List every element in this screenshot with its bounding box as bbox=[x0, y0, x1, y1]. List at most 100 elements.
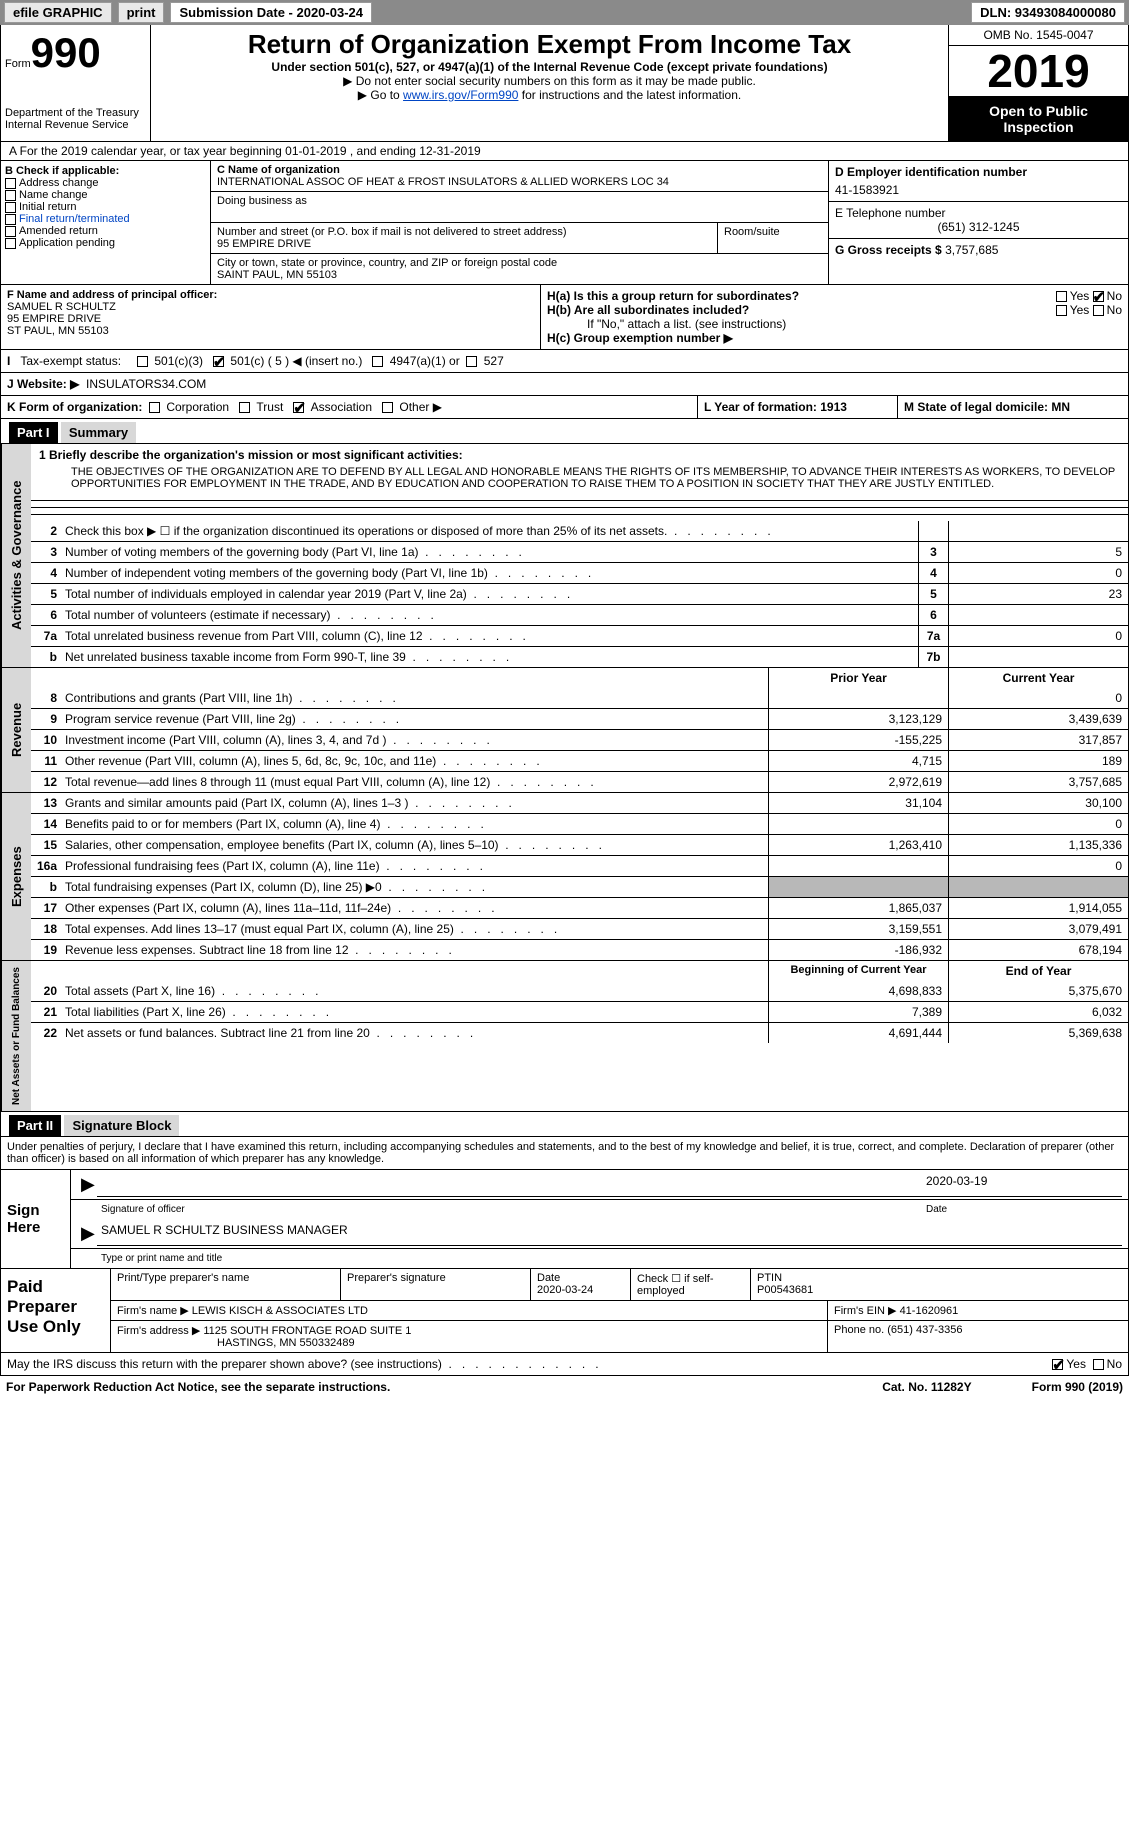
officer-addr1: 95 EMPIRE DRIVE bbox=[7, 313, 534, 325]
check-address[interactable] bbox=[5, 178, 16, 189]
paid-preparer: Paid Preparer Use Only Print/Type prepar… bbox=[0, 1269, 1129, 1353]
check-amended[interactable] bbox=[5, 226, 16, 237]
k-assoc[interactable] bbox=[293, 402, 304, 413]
firm-phone: (651) 437-3356 bbox=[887, 1324, 962, 1336]
topbar: efile GRAPHIC print Submission Date - 20… bbox=[0, 0, 1129, 25]
dln-label: DLN: 93493084000080 bbox=[971, 2, 1125, 23]
k-corp[interactable] bbox=[149, 402, 160, 413]
org-name: INTERNATIONAL ASSOC OF HEAT & FROST INSU… bbox=[217, 176, 822, 188]
room-lbl: Room/suite bbox=[718, 223, 828, 253]
check-pending[interactable] bbox=[5, 238, 16, 249]
part1-title: Summary bbox=[61, 422, 136, 443]
firm-addr2: HASTINGS, MN 550332489 bbox=[217, 1337, 355, 1349]
ein-lbl: Firm's EIN ▶ bbox=[834, 1305, 897, 1317]
paid-hdr: Paid Preparer Use Only bbox=[1, 1269, 111, 1352]
street-address: 95 EMPIRE DRIVE bbox=[217, 238, 711, 250]
hdr-current: Current Year bbox=[948, 668, 1128, 688]
note-ssn: ▶ Do not enter social security numbers o… bbox=[161, 74, 938, 88]
data-line: 8Contributions and grants (Part VIII, li… bbox=[31, 688, 1128, 708]
omb-number: OMB No. 1545-0047 bbox=[949, 25, 1128, 46]
pp-col-sig: Preparer's signature bbox=[341, 1269, 531, 1300]
c-name-lbl: C Name of organization bbox=[217, 164, 822, 176]
i-527[interactable] bbox=[466, 356, 477, 367]
i-4947[interactable] bbox=[372, 356, 383, 367]
vtab-exp: Expenses bbox=[1, 793, 31, 960]
paperwork: For Paperwork Reduction Act Notice, see … bbox=[6, 1380, 390, 1394]
firm-phone-lbl: Phone no. bbox=[834, 1324, 884, 1336]
b-item-3: Final return/terminated bbox=[19, 213, 130, 225]
yes-3: Yes bbox=[1066, 1357, 1086, 1371]
data-line: 21Total liabilities (Part X, line 26)7,3… bbox=[31, 1001, 1128, 1022]
gov-section: Activities & Governance 1 Briefly descri… bbox=[0, 444, 1129, 668]
g-lbl: G Gross receipts $ bbox=[835, 243, 942, 257]
bcdefg-block: B Check if applicable: Address change Na… bbox=[0, 161, 1129, 285]
b-item-5: Application pending bbox=[19, 237, 115, 249]
form-header: Form990 Department of the Treasury Inter… bbox=[0, 25, 1129, 142]
data-line: 12Total revenue—add lines 8 through 11 (… bbox=[31, 771, 1128, 792]
sig-date: 2020-03-19 bbox=[922, 1172, 1122, 1197]
check-final[interactable] bbox=[5, 214, 16, 225]
a-row: A For the 2019 calendar year, or tax yea… bbox=[0, 142, 1129, 161]
gov-line: bNet unrelated business taxable income f… bbox=[31, 646, 1128, 667]
i-501c3[interactable] bbox=[137, 356, 148, 367]
hb-yes[interactable] bbox=[1056, 305, 1067, 316]
d-lbl: D Employer identification number bbox=[835, 165, 1122, 179]
irs-no[interactable] bbox=[1093, 1359, 1104, 1370]
phone-value: (651) 312-1245 bbox=[835, 220, 1122, 234]
dba-lbl: Doing business as bbox=[217, 195, 822, 207]
no-1: No bbox=[1107, 289, 1122, 303]
gov-line: 4Number of independent voting members of… bbox=[31, 562, 1128, 583]
hb-no[interactable] bbox=[1093, 305, 1104, 316]
yes-2: Yes bbox=[1070, 303, 1090, 317]
sig-block: Under penalties of perjury, I declare th… bbox=[0, 1137, 1129, 1269]
gov-line: 2Check this box ▶ ☐ if the organization … bbox=[31, 521, 1128, 541]
sig-officer-lbl: Signature of officer bbox=[97, 1202, 922, 1217]
footer: For Paperwork Reduction Act Notice, see … bbox=[0, 1376, 1129, 1398]
part2-title: Signature Block bbox=[64, 1115, 179, 1136]
j-lbl: J Website: ▶ bbox=[7, 377, 79, 391]
k-opt-2: Association bbox=[311, 400, 372, 414]
j-row: J Website: ▶ INSULATORS34.COM bbox=[0, 373, 1129, 396]
exp-section: Expenses 13Grants and similar amounts pa… bbox=[0, 793, 1129, 961]
firm-addr: 1125 SOUTH FRONTAGE ROAD SUITE 1 bbox=[203, 1325, 411, 1337]
yes-1: Yes bbox=[1070, 289, 1090, 303]
data-line: 16aProfessional fundraising fees (Part I… bbox=[31, 855, 1128, 876]
pp-date: 2020-03-24 bbox=[537, 1284, 593, 1296]
hdr-beg: Beginning of Current Year bbox=[768, 961, 948, 981]
form-title: Return of Organization Exempt From Incom… bbox=[161, 29, 938, 60]
gov-line: 7aTotal unrelated business revenue from … bbox=[31, 625, 1128, 646]
efile-label: efile GRAPHIC bbox=[4, 2, 112, 23]
sig-date-lbl: Date bbox=[922, 1202, 1122, 1217]
data-line: 10Investment income (Part VIII, column (… bbox=[31, 729, 1128, 750]
b-item-2: Initial return bbox=[19, 201, 76, 213]
firm-name: LEWIS KISCH & ASSOCIATES LTD bbox=[192, 1305, 368, 1317]
print-button[interactable]: print bbox=[118, 2, 165, 23]
mission-text: THE OBJECTIVES OF THE ORGANIZATION ARE T… bbox=[31, 466, 1128, 494]
gov-line: 5Total number of individuals employed in… bbox=[31, 583, 1128, 604]
i-opt-0: 501(c)(3) bbox=[154, 354, 203, 368]
i-lbl: Tax-exempt status: bbox=[20, 354, 121, 368]
irs-yes[interactable] bbox=[1052, 1359, 1063, 1370]
sig-declaration: Under penalties of perjury, I declare th… bbox=[1, 1137, 1128, 1170]
ha-yes[interactable] bbox=[1056, 291, 1067, 302]
form-subtitle: Under section 501(c), 527, or 4947(a)(1)… bbox=[161, 60, 938, 74]
dept-label: Department of the Treasury Internal Reve… bbox=[5, 107, 146, 131]
klm-row: K Form of organization: Corporation Trus… bbox=[0, 396, 1129, 419]
no-3: No bbox=[1107, 1357, 1122, 1371]
b-item-0: Address change bbox=[19, 177, 99, 189]
hc-lbl: H(c) Group exemption number ▶ bbox=[547, 331, 1122, 345]
note-goto-pre: ▶ Go to bbox=[358, 88, 403, 102]
i-row: I Tax-exempt status: 501(c)(3) 501(c) ( … bbox=[0, 350, 1129, 373]
i-501c[interactable] bbox=[213, 356, 224, 367]
pp-ptin: P00543681 bbox=[757, 1284, 813, 1296]
data-line: 22Net assets or fund balances. Subtract … bbox=[31, 1022, 1128, 1043]
city-lbl: City or town, state or province, country… bbox=[217, 257, 822, 269]
k-other[interactable] bbox=[382, 402, 393, 413]
check-initial[interactable] bbox=[5, 202, 16, 213]
k-lbl: K Form of organization: bbox=[7, 400, 142, 414]
note-goto-post: for instructions and the latest informat… bbox=[518, 88, 741, 102]
k-trust[interactable] bbox=[239, 402, 250, 413]
irs-link[interactable]: www.irs.gov/Form990 bbox=[403, 88, 518, 102]
ha-no[interactable] bbox=[1093, 291, 1104, 302]
check-name[interactable] bbox=[5, 190, 16, 201]
